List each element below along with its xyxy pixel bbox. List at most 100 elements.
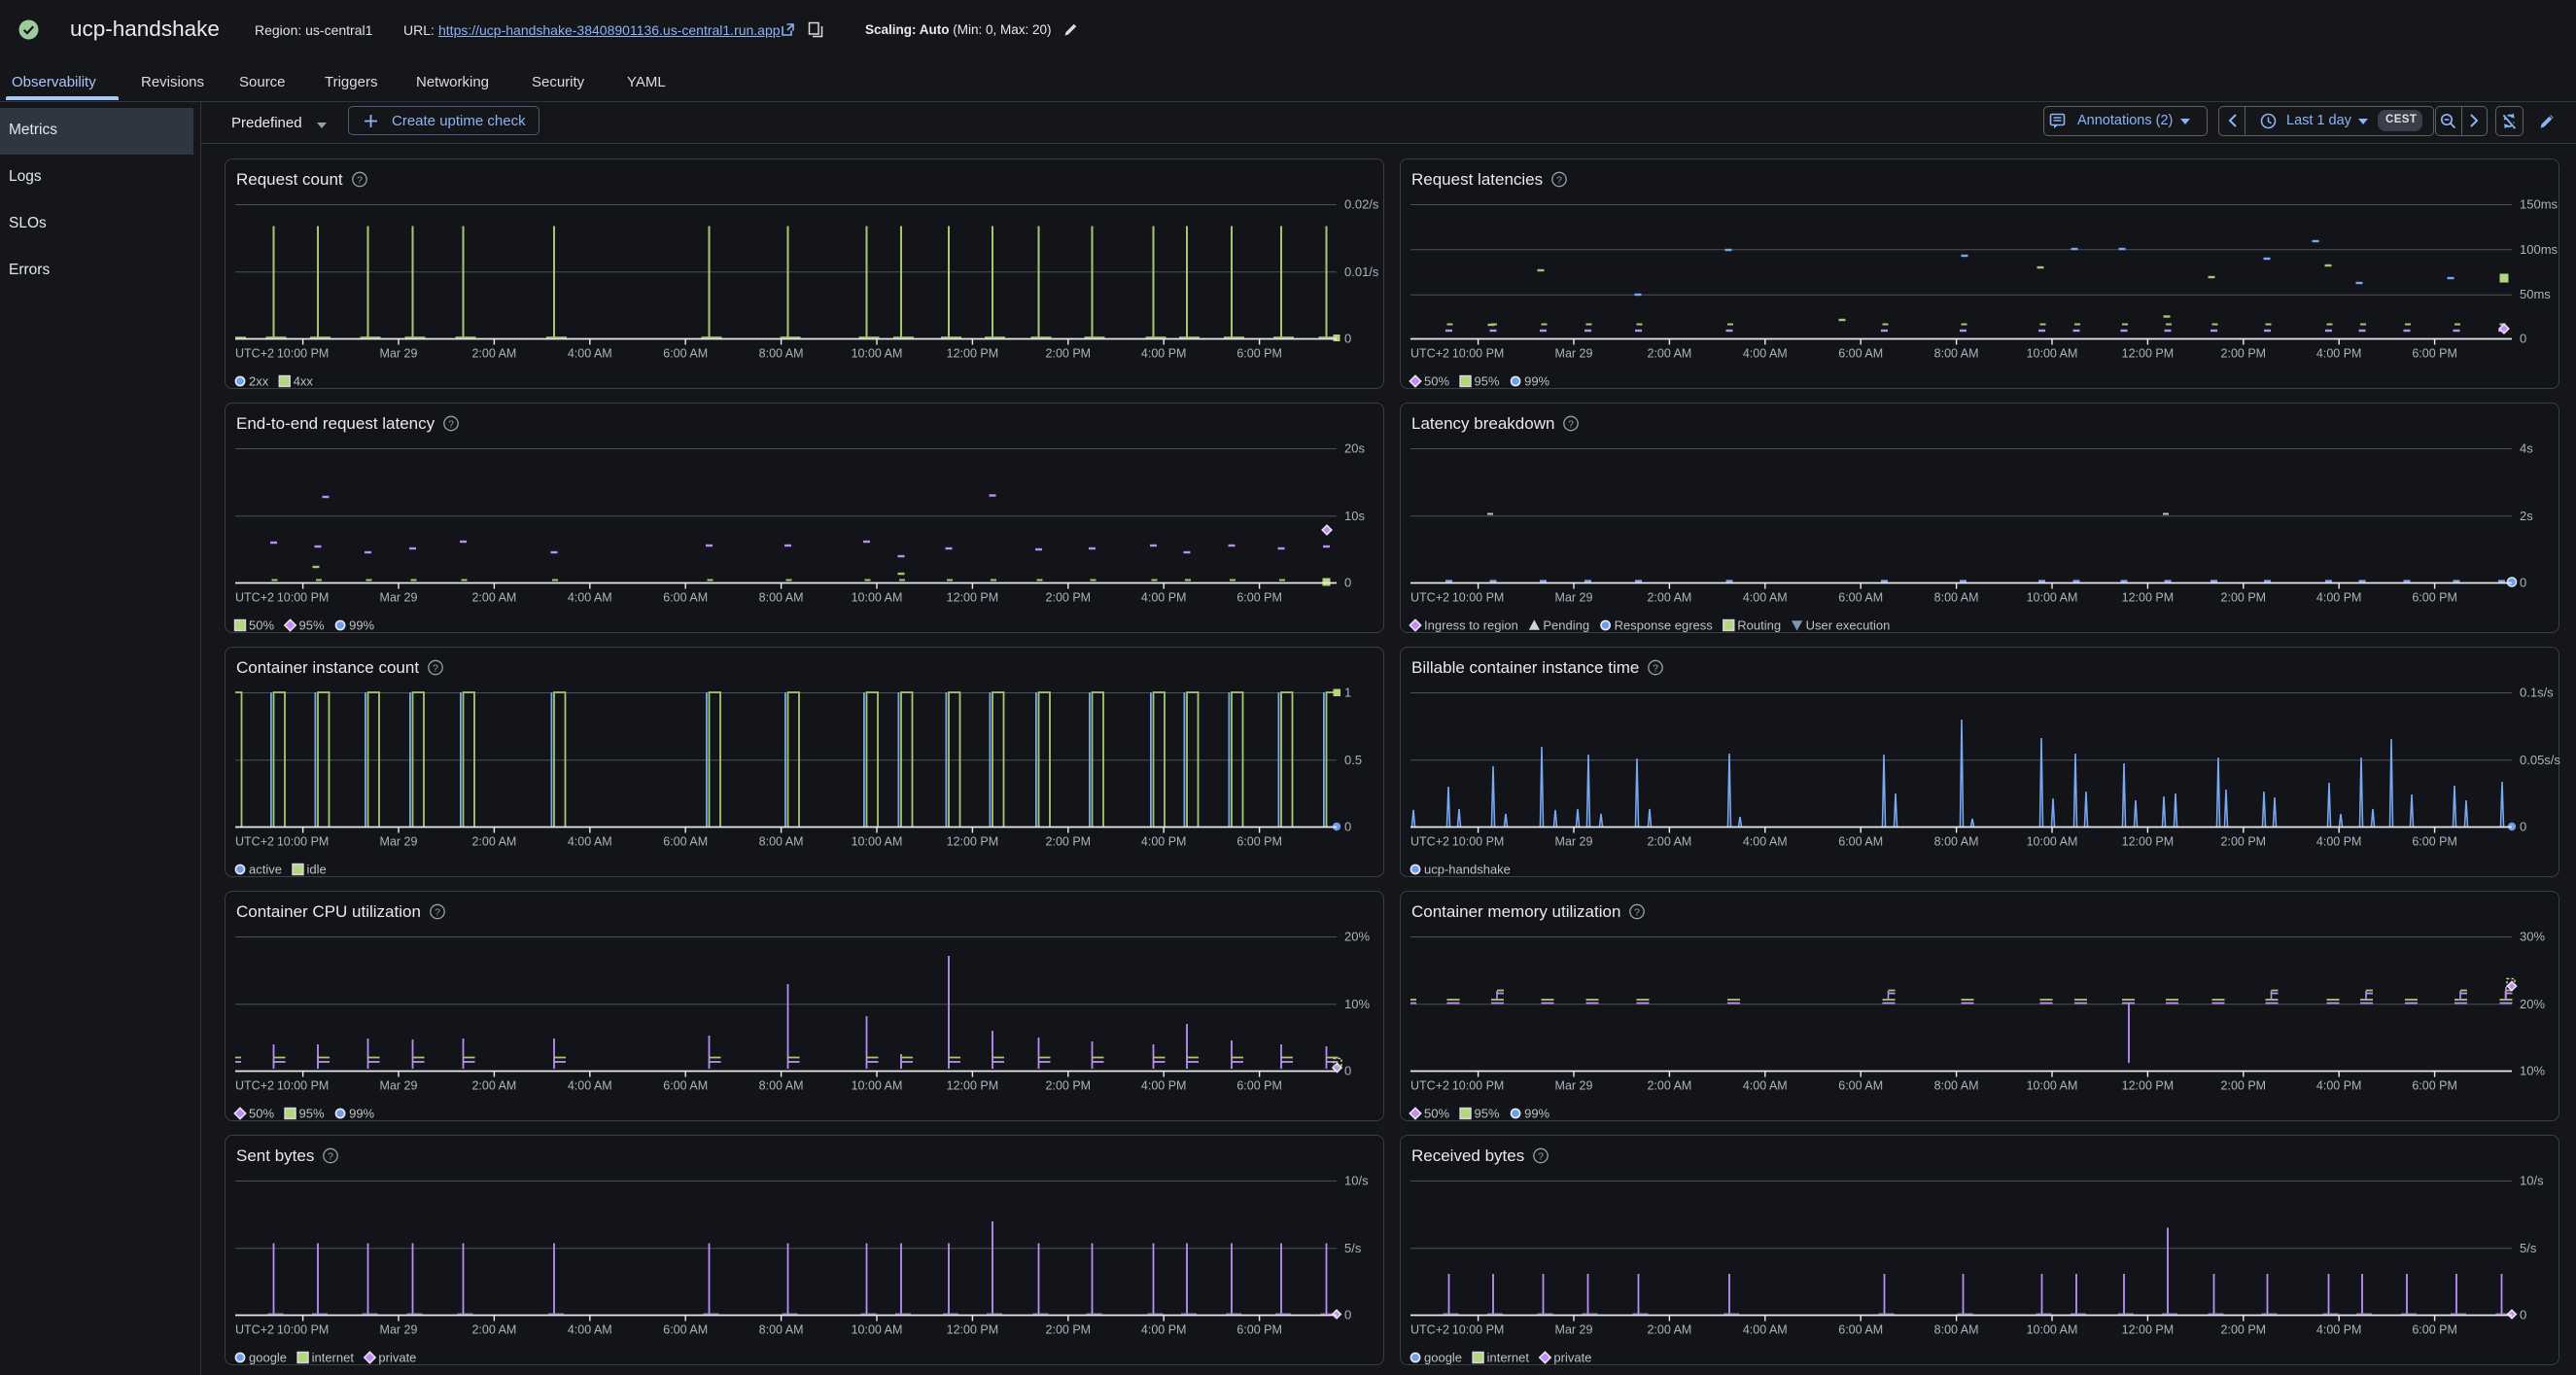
svg-text:8:00 AM: 8:00 AM bbox=[1934, 1078, 1979, 1092]
svg-text:0.01/s: 0.01/s bbox=[1344, 264, 1379, 278]
svg-text:8:00 AM: 8:00 AM bbox=[1934, 1322, 1979, 1336]
svg-text:2:00 PM: 2:00 PM bbox=[2221, 1078, 2267, 1092]
svg-text:Container memory utilization: Container memory utilization bbox=[1411, 902, 1620, 921]
svg-text:4:00 AM: 4:00 AM bbox=[568, 346, 612, 360]
svg-text:2:00 PM: 2:00 PM bbox=[2221, 1322, 2267, 1336]
svg-text:10:00 PM: 10:00 PM bbox=[1452, 1078, 1505, 1092]
svg-text:UTC+2: UTC+2 bbox=[235, 834, 274, 848]
svg-text:8:00 AM: 8:00 AM bbox=[1934, 834, 1979, 848]
svg-text:6:00 AM: 6:00 AM bbox=[663, 1078, 708, 1092]
svg-text:10:00 PM: 10:00 PM bbox=[1452, 1322, 1505, 1336]
svg-text:6:00 AM: 6:00 AM bbox=[1838, 1322, 1883, 1336]
svg-text:2:00 AM: 2:00 AM bbox=[471, 1078, 516, 1092]
svg-text:6:00 PM: 6:00 PM bbox=[2412, 1078, 2457, 1092]
svg-text:Sent bytes: Sent bytes bbox=[236, 1146, 314, 1165]
svg-text:2:00 AM: 2:00 AM bbox=[471, 346, 516, 360]
svg-text:10:00 AM: 10:00 AM bbox=[2027, 590, 2078, 604]
svg-text:12:00 PM: 12:00 PM bbox=[2122, 834, 2175, 848]
svg-text:150ms: 150ms bbox=[2520, 196, 2559, 211]
svg-text:50%: 50% bbox=[1424, 373, 1449, 388]
svg-text:8:00 AM: 8:00 AM bbox=[759, 834, 804, 848]
svg-text:Mar 29: Mar 29 bbox=[380, 346, 418, 360]
svg-text:4:00 PM: 4:00 PM bbox=[1141, 834, 1187, 848]
svg-text:10:00 PM: 10:00 PM bbox=[1452, 346, 1505, 360]
svg-text:Mar 29: Mar 29 bbox=[380, 834, 418, 848]
svg-text:2:00 AM: 2:00 AM bbox=[1647, 346, 1691, 360]
svg-text:4:00 AM: 4:00 AM bbox=[568, 1322, 612, 1336]
svg-text:4:00 PM: 4:00 PM bbox=[2316, 590, 2362, 604]
svg-text:10:00 AM: 10:00 AM bbox=[2027, 1078, 2078, 1092]
svg-text:6:00 PM: 6:00 PM bbox=[2412, 590, 2457, 604]
svg-text:UTC+2: UTC+2 bbox=[235, 1322, 274, 1336]
svg-text:8:00 AM: 8:00 AM bbox=[759, 590, 804, 604]
svg-text:30%: 30% bbox=[2520, 929, 2545, 943]
svg-text:2:00 AM: 2:00 AM bbox=[1647, 590, 1691, 604]
svg-text:0: 0 bbox=[1344, 331, 1351, 345]
svg-text:Mar 29: Mar 29 bbox=[1555, 1078, 1593, 1092]
svg-text:Ingress to region: Ingress to region bbox=[1424, 617, 1518, 632]
svg-text:10:00 AM: 10:00 AM bbox=[852, 1322, 903, 1336]
svg-text:6:00 AM: 6:00 AM bbox=[663, 1322, 708, 1336]
svg-text:10:00 PM: 10:00 PM bbox=[277, 1078, 330, 1092]
svg-text:2:00 PM: 2:00 PM bbox=[2221, 590, 2267, 604]
svg-text:5/s: 5/s bbox=[2520, 1240, 2537, 1254]
svg-text:Container CPU utilization: Container CPU utilization bbox=[236, 902, 421, 921]
svg-text:2:00 PM: 2:00 PM bbox=[1046, 834, 1092, 848]
svg-text:Request count: Request count bbox=[236, 170, 343, 189]
svg-text:Latency breakdown: Latency breakdown bbox=[1411, 414, 1554, 433]
svg-text:2s: 2s bbox=[2520, 508, 2533, 522]
svg-text:12:00 PM: 12:00 PM bbox=[2122, 590, 2175, 604]
svg-text:10:00 AM: 10:00 AM bbox=[852, 834, 903, 848]
svg-text:ucp-handshake: ucp-handshake bbox=[1424, 862, 1511, 876]
svg-text:4:00 AM: 4:00 AM bbox=[1743, 834, 1788, 848]
svg-text:6:00 PM: 6:00 PM bbox=[2412, 834, 2457, 848]
svg-text:Mar 29: Mar 29 bbox=[1555, 346, 1593, 360]
svg-text:8:00 AM: 8:00 AM bbox=[759, 1078, 804, 1092]
svg-text:google: google bbox=[1424, 1350, 1462, 1364]
svg-text:10%: 10% bbox=[1344, 996, 1370, 1010]
svg-text:?: ? bbox=[435, 906, 440, 918]
svg-text:0.1s/s: 0.1s/s bbox=[2520, 685, 2554, 699]
svg-text:?: ? bbox=[1634, 906, 1640, 918]
svg-text:Mar 29: Mar 29 bbox=[1555, 1322, 1593, 1336]
svg-text:10/s: 10/s bbox=[2520, 1173, 2544, 1187]
svg-text:6:00 PM: 6:00 PM bbox=[1236, 346, 1282, 360]
svg-text:Mar 29: Mar 29 bbox=[380, 1078, 418, 1092]
svg-text:Routing: Routing bbox=[1737, 617, 1781, 632]
svg-text:2:00 AM: 2:00 AM bbox=[471, 1322, 516, 1336]
svg-text:?: ? bbox=[1653, 662, 1658, 674]
svg-text:8:00 AM: 8:00 AM bbox=[759, 346, 804, 360]
svg-text:10:00 PM: 10:00 PM bbox=[277, 834, 330, 848]
svg-text:4:00 AM: 4:00 AM bbox=[1743, 1078, 1788, 1092]
svg-text:100ms: 100ms bbox=[2520, 241, 2559, 256]
svg-text:0: 0 bbox=[1344, 819, 1351, 833]
svg-text:?: ? bbox=[328, 1150, 333, 1162]
svg-text:4:00 PM: 4:00 PM bbox=[2316, 1322, 2362, 1336]
svg-text:active: active bbox=[249, 862, 282, 876]
svg-text:0: 0 bbox=[2520, 819, 2526, 833]
svg-text:1: 1 bbox=[1344, 685, 1351, 699]
svg-text:google: google bbox=[249, 1350, 287, 1364]
svg-text:2:00 AM: 2:00 AM bbox=[1647, 1078, 1691, 1092]
svg-text:UTC+2: UTC+2 bbox=[1410, 834, 1449, 848]
svg-text:?: ? bbox=[1556, 174, 1562, 186]
svg-text:UTC+2: UTC+2 bbox=[1410, 590, 1449, 604]
svg-text:10/s: 10/s bbox=[1344, 1173, 1369, 1187]
svg-text:50%: 50% bbox=[249, 617, 274, 632]
svg-text:5/s: 5/s bbox=[1344, 1240, 1362, 1254]
svg-text:20%: 20% bbox=[1344, 929, 1370, 943]
svg-text:20s: 20s bbox=[1344, 441, 1365, 455]
svg-text:?: ? bbox=[448, 418, 454, 430]
svg-text:0: 0 bbox=[1344, 1063, 1351, 1077]
svg-text:50%: 50% bbox=[249, 1106, 274, 1120]
svg-text:6:00 PM: 6:00 PM bbox=[1236, 1322, 1282, 1336]
svg-text:50ms: 50ms bbox=[2520, 287, 2551, 301]
svg-text:6:00 AM: 6:00 AM bbox=[1838, 590, 1883, 604]
svg-text:12:00 PM: 12:00 PM bbox=[947, 1322, 999, 1336]
svg-text:12:00 PM: 12:00 PM bbox=[947, 1078, 999, 1092]
svg-text:12:00 PM: 12:00 PM bbox=[947, 834, 999, 848]
svg-text:6:00 PM: 6:00 PM bbox=[1236, 590, 1282, 604]
svg-text:UTC+2: UTC+2 bbox=[235, 1078, 274, 1092]
svg-text:4:00 AM: 4:00 AM bbox=[1743, 346, 1788, 360]
svg-text:99%: 99% bbox=[1524, 1106, 1549, 1120]
